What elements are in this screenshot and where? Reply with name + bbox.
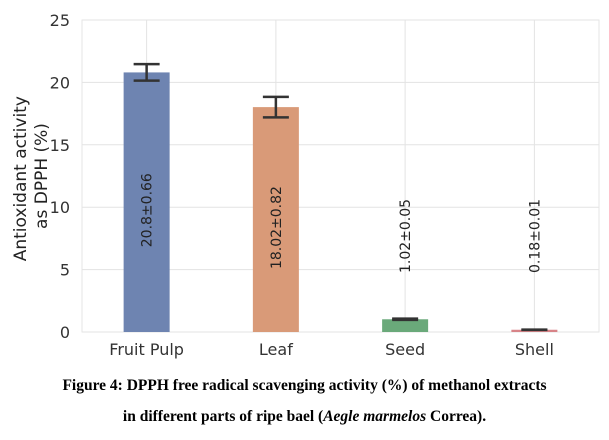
x-tick-labels: Fruit Pulp Leaf Seed Shell: [109, 340, 554, 359]
y-axis-title-line-2: as DPPH (%): [32, 123, 52, 229]
x-tick-label: Leaf: [259, 340, 293, 359]
y-tick-label: 5: [60, 261, 70, 280]
data-label: 20.8±0.66: [140, 173, 156, 247]
error-bars: [133, 62, 548, 332]
bars: [123, 72, 558, 332]
y-tick-label: 20: [50, 73, 70, 92]
y-tick-labels: 0 5 10 15 20 25: [50, 11, 70, 342]
y-tick-label: 15: [50, 136, 70, 155]
caption-text-after: Correa).: [426, 408, 487, 425]
figure-caption-line-1: Figure 4: DPPH free radical scavenging a…: [62, 377, 547, 394]
caption-species-name: Aegle marmelos: [323, 408, 427, 425]
y-tick-label: 25: [50, 11, 70, 30]
data-label: 18.02±0.82: [269, 186, 285, 269]
x-tick-label: Fruit Pulp: [109, 340, 184, 359]
caption-text-before: in different parts of ripe bael (: [122, 408, 324, 425]
bar-fruit-pulp: [123, 72, 170, 332]
y-axis-title-line-1: Antioxidant activity: [11, 96, 31, 261]
bar-leaf: [252, 107, 299, 332]
figure-caption-line-2: in different parts of ripe bael (Aegle m…: [0, 408, 609, 426]
data-label: 0.18±0.01: [527, 199, 543, 273]
y-tick-label: 0: [60, 323, 70, 342]
data-labels: 20.8±0.66 18.02±0.82 1.02±0.05 0.18±0.01: [140, 173, 544, 273]
x-tick-label: Shell: [515, 340, 554, 359]
x-tick-label: Seed: [385, 340, 425, 359]
y-axis-title: Antioxidant activity as DPPH (%): [11, 91, 52, 262]
bar-seed: [382, 319, 429, 332]
y-tick-label: 10: [50, 198, 70, 217]
bar-chart: 20.8±0.66 18.02±0.82 1.02±0.05 0.18±0.01 0 5…: [11, 11, 600, 359]
data-label: 1.02±0.05: [398, 199, 414, 273]
